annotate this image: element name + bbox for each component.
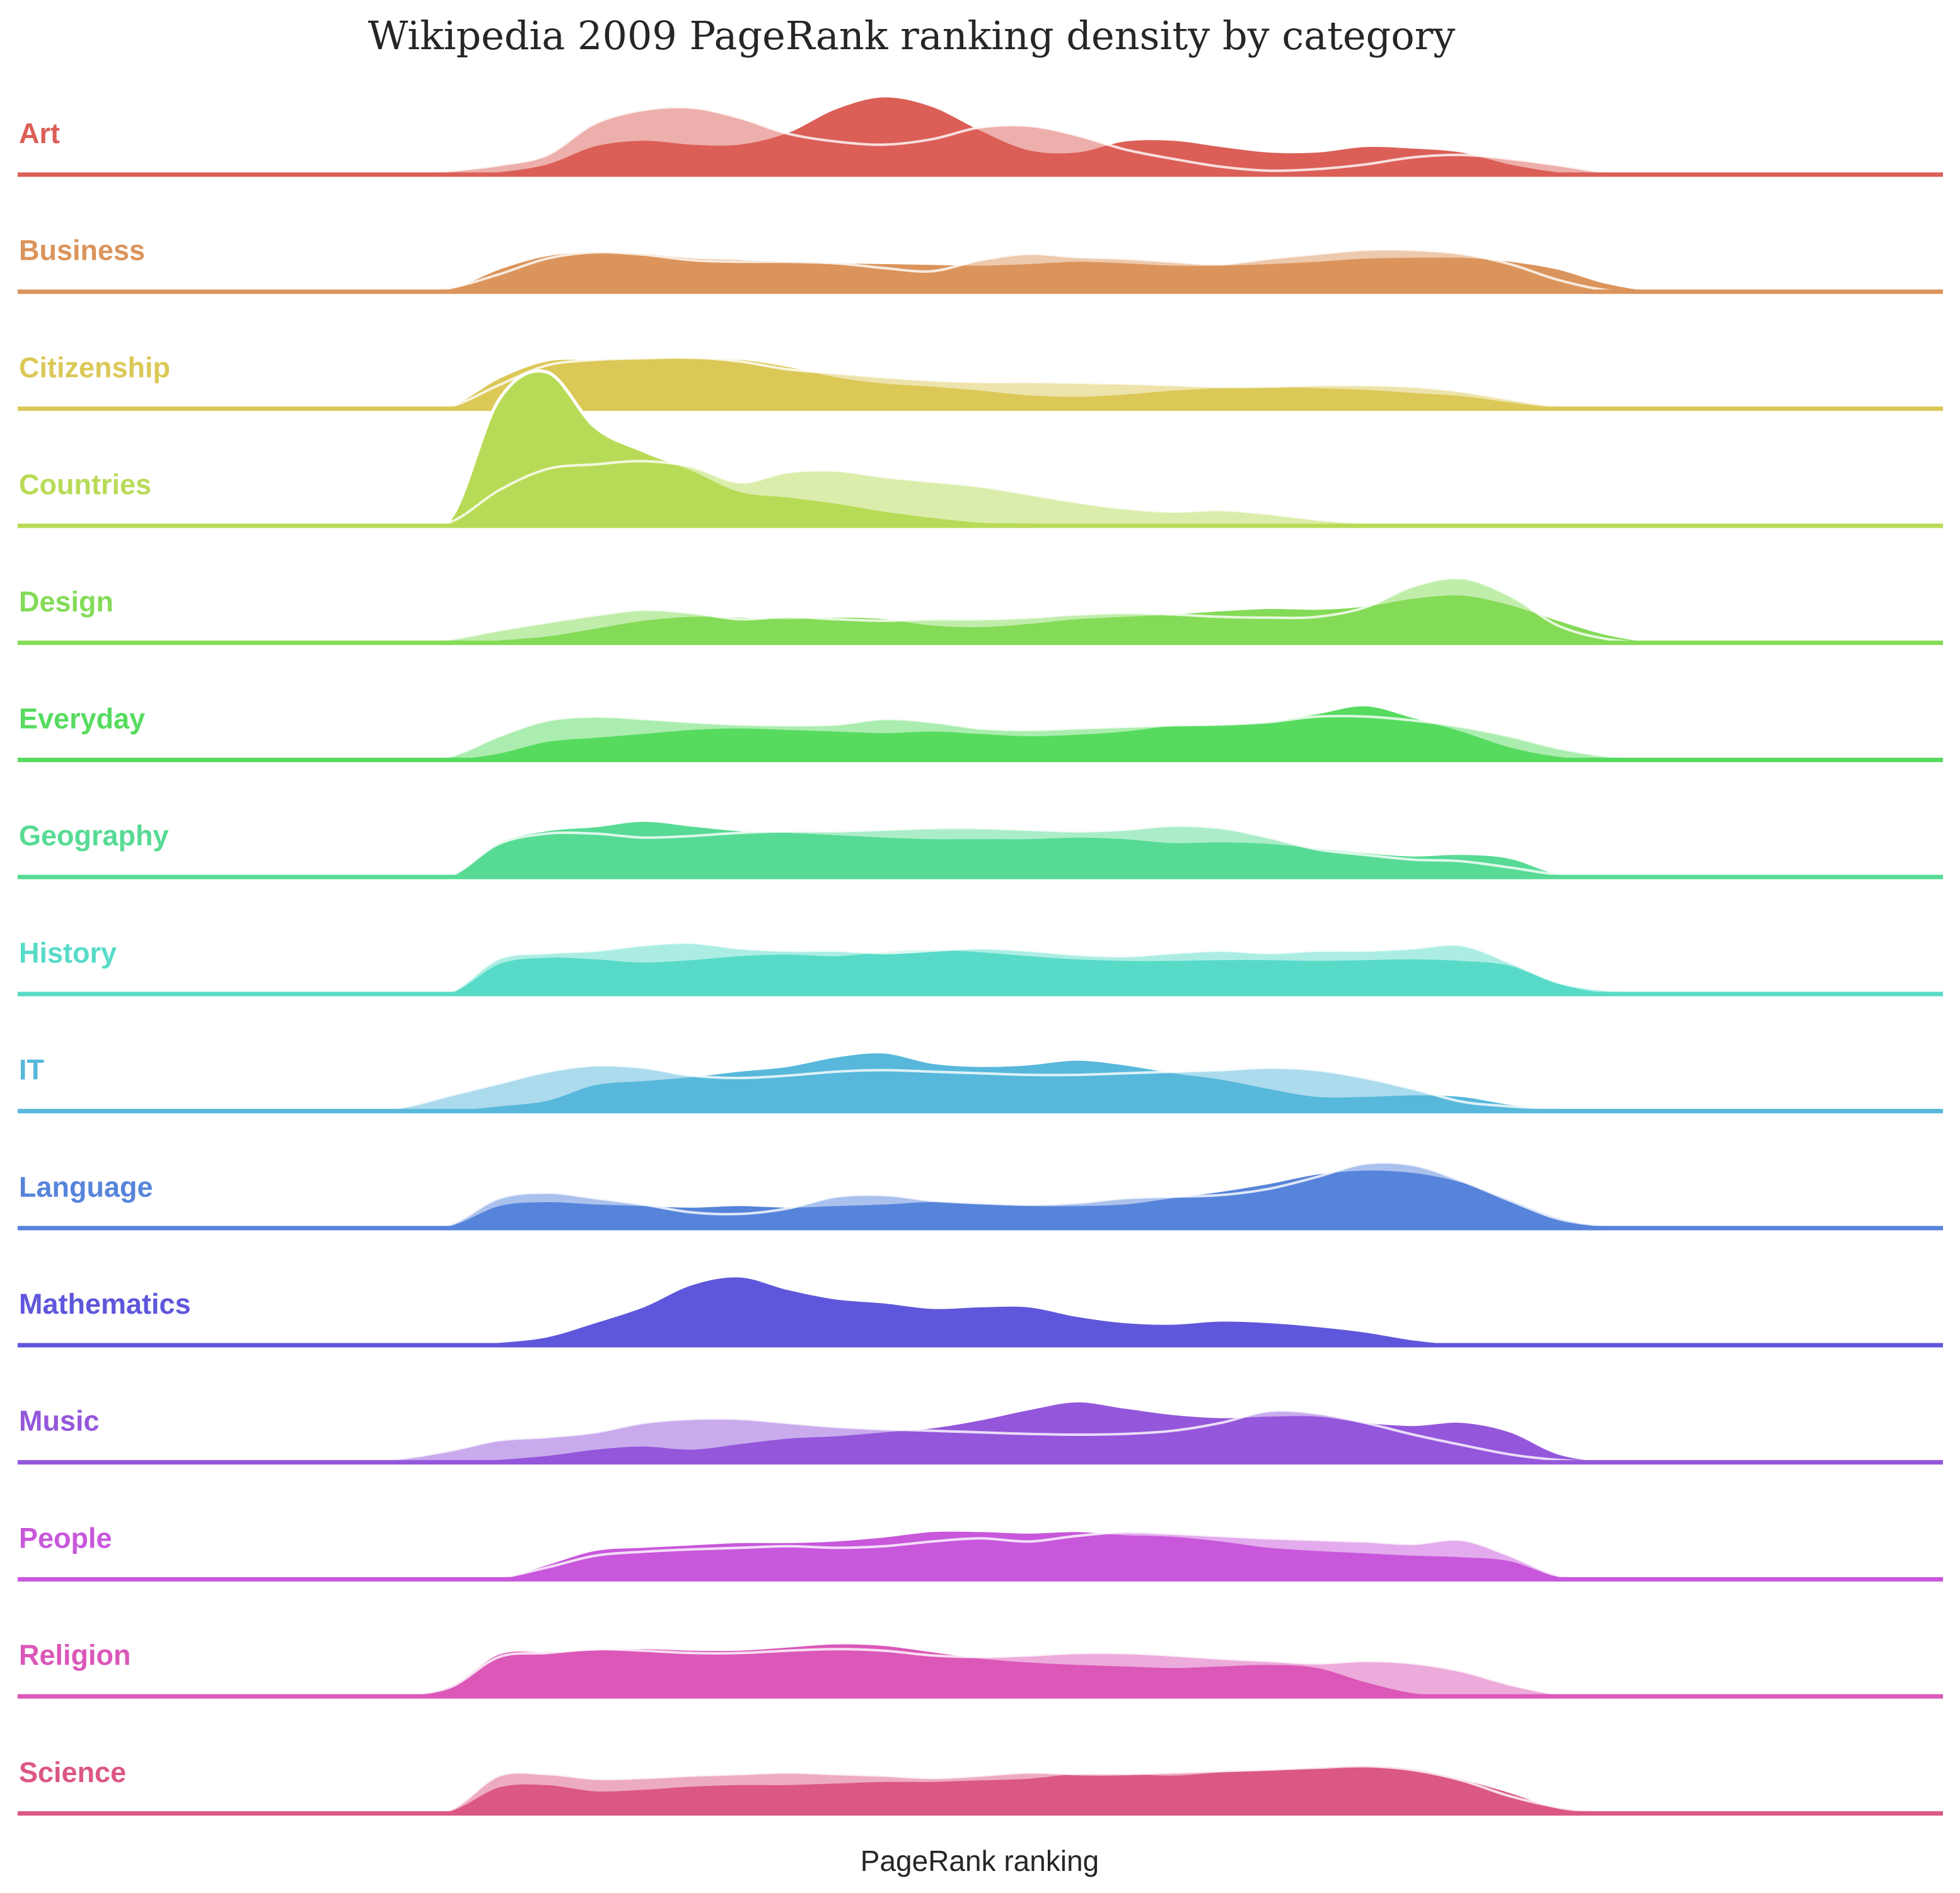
row-label-geography: Geography <box>19 819 169 852</box>
ridge-everyday-secondary-area <box>18 715 1943 760</box>
row-label-language: Language <box>19 1171 153 1203</box>
row-label-design: Design <box>19 586 113 618</box>
ridge-people: People <box>17 1522 1943 1582</box>
ridge-science-secondary-area <box>18 1766 1943 1814</box>
ridge-geography-secondary-area <box>18 825 1943 879</box>
row-label-citizenship: Citizenship <box>19 351 170 383</box>
row-label-mathematics: Mathematics <box>19 1288 191 1320</box>
ridge-it-secondary-area <box>18 1065 1943 1112</box>
ridge-music-secondary-area <box>18 1410 1943 1463</box>
ridge-language: Language <box>18 1161 1943 1230</box>
ridge-people-secondary-area <box>18 1532 1943 1580</box>
ridge-science: Science <box>18 1756 1943 1816</box>
row-label-business: Business <box>19 234 145 267</box>
row-label-people: People <box>19 1522 112 1554</box>
ridge-design: Design <box>18 576 1943 645</box>
row-label-science: Science <box>19 1756 126 1788</box>
ridge-design-secondary-area <box>18 577 1943 644</box>
ridge-history-secondary-area <box>18 942 1943 995</box>
row-label-it: IT <box>19 1054 44 1086</box>
ridge-religion: Religion <box>18 1639 1943 1699</box>
row-label-art: Art <box>19 117 60 149</box>
ridge-art: Art <box>18 94 1943 177</box>
ridge-it: IT <box>18 1050 1943 1114</box>
ridge-religion-secondary-area <box>18 1648 1943 1697</box>
ridge-countries: Countries <box>18 369 1943 531</box>
chart-title: Wikipedia 2009 PageRank ranking density … <box>368 13 1456 59</box>
ridge-rows: Art Business Citizenship Countries Design Eve… <box>17 94 1943 1816</box>
x-axis-label: PageRank ranking <box>861 1844 1099 1877</box>
ridge-everyday: Everyday <box>18 703 1943 762</box>
ridge-citizenship: Citizenship <box>17 351 1943 411</box>
ridge-history: History <box>18 937 1943 997</box>
row-label-history: History <box>19 937 117 969</box>
ridge-art-secondary-area <box>18 107 1943 175</box>
ridge-business-secondary-area <box>18 249 1943 292</box>
ridge-music: Music <box>18 1399 1943 1465</box>
ridge-geography: Geography <box>18 818 1943 880</box>
ridge-mathematics-primary-area <box>18 1275 1943 1346</box>
row-label-religion: Religion <box>19 1639 131 1671</box>
ridge-business: Business <box>18 234 1943 294</box>
row-label-music: Music <box>19 1405 100 1437</box>
row-label-everyday: Everyday <box>19 703 145 735</box>
ridge-language-secondary-area <box>18 1162 1943 1229</box>
ridge-mathematics: Mathematics <box>17 1274 1943 1348</box>
ridge-countries-secondary-area <box>18 461 1943 526</box>
row-label-countries: Countries <box>19 468 151 501</box>
